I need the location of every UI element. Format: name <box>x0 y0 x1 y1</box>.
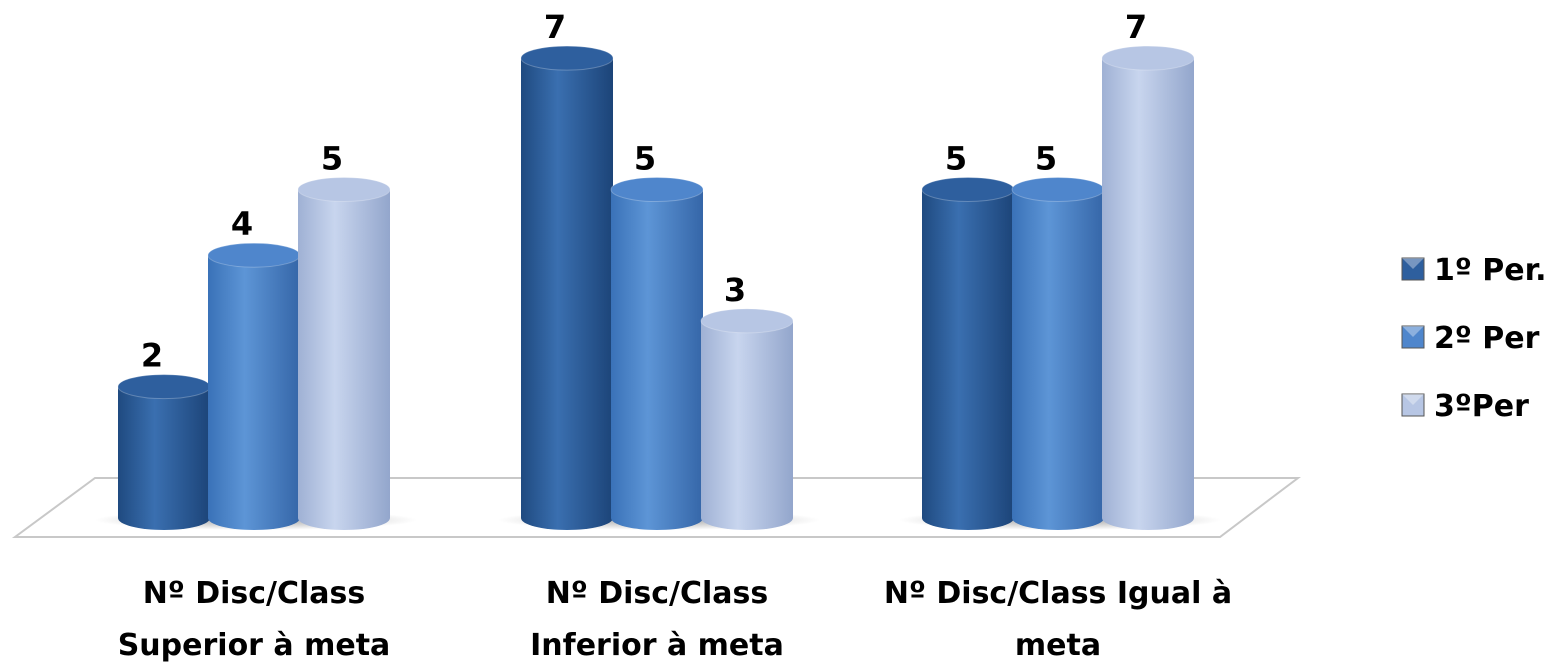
bars-layer <box>95 45 1221 530</box>
legend-label: 1º Per. <box>1434 253 1547 288</box>
category-label: Nº Disc/Class <box>546 576 769 611</box>
bar-top-cap <box>610 177 704 202</box>
data-label: 3 <box>724 271 746 309</box>
data-label: 5 <box>634 140 656 178</box>
bar-body <box>1012 189 1104 530</box>
legend-swatch-highlight <box>1402 258 1424 269</box>
bar-top-cap <box>520 45 614 71</box>
legend-label: 2º Per <box>1434 321 1540 356</box>
bar <box>207 242 301 530</box>
bar-body <box>298 189 390 530</box>
legend-swatch <box>1401 325 1425 349</box>
category-label: Nº Disc/Class Igual à <box>884 576 1232 611</box>
legend-item: 2º Per <box>1401 321 1540 356</box>
category-label: meta <box>1015 628 1101 663</box>
bar <box>1011 177 1105 530</box>
data-label: 4 <box>231 205 253 243</box>
data-label: 7 <box>544 8 566 46</box>
legend: 1º Per. 2º Per 3ºPer <box>1401 253 1547 424</box>
bar-body <box>701 320 793 530</box>
bar-top-cap <box>297 177 391 202</box>
bar-body <box>208 255 300 530</box>
bar <box>1101 45 1195 530</box>
category-label: Superior à meta <box>118 628 391 663</box>
data-label: 2 <box>141 337 163 375</box>
bar-body <box>1102 58 1194 530</box>
category-labels-layer: Nº Disc/Class Superior à meta Nº Disc/Clas… <box>118 576 1232 663</box>
legend-item: 1º Per. <box>1401 253 1547 288</box>
legend-swatch-highlight <box>1402 326 1424 337</box>
bar-body <box>922 189 1014 530</box>
bar <box>117 374 211 530</box>
legend-swatch <box>1401 257 1425 281</box>
legend-label: 3ºPer <box>1434 389 1529 424</box>
bar-top-cap <box>1101 45 1195 71</box>
data-label: 5 <box>1035 140 1057 178</box>
legend-swatch <box>1401 393 1425 417</box>
bar <box>610 177 704 530</box>
legend-swatch-highlight <box>1402 394 1424 405</box>
bar <box>921 177 1015 530</box>
bar-body <box>521 58 613 530</box>
data-label: 5 <box>945 140 967 178</box>
bar-top-cap <box>207 242 301 268</box>
data-label: 7 <box>1125 8 1147 46</box>
bar-top-cap <box>700 308 794 334</box>
bar <box>297 177 391 530</box>
bar <box>700 308 794 530</box>
bar-body <box>611 189 703 530</box>
bar <box>520 45 614 530</box>
data-labels-layer: 2 4 5 7 5 3 5 5 7 <box>141 8 1147 375</box>
bar-top-cap <box>921 177 1015 202</box>
bar-top-cap <box>1011 177 1105 202</box>
data-label: 5 <box>321 140 343 178</box>
bar-body <box>118 386 210 530</box>
category-label: Nº Disc/Class <box>143 576 366 611</box>
legend-item: 3ºPer <box>1401 389 1529 424</box>
category-label: Inferior à meta <box>530 628 784 663</box>
bar-top-cap <box>117 374 211 400</box>
